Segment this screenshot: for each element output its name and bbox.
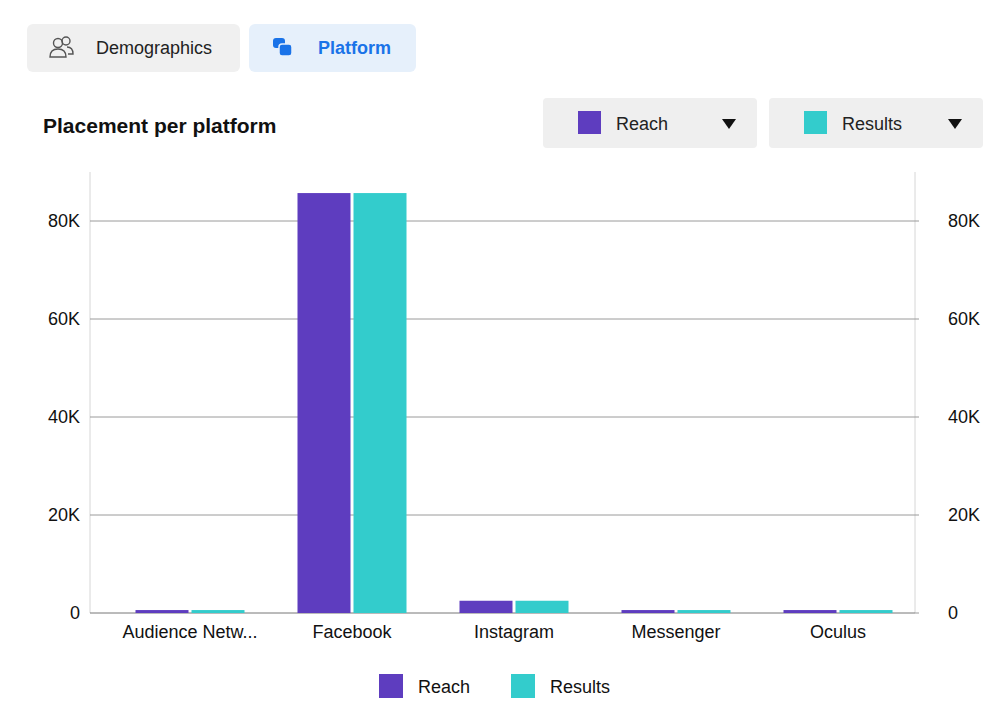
bar <box>298 193 351 613</box>
bar <box>678 610 731 613</box>
bar <box>354 193 407 613</box>
x-tick-label: Audience Netw... <box>122 622 257 642</box>
grid-line <box>90 515 915 516</box>
icon-body <box>50 49 66 57</box>
x-tick-label: Oculus <box>810 622 866 642</box>
y2-tick <box>915 613 919 614</box>
y2-tick <box>915 417 919 418</box>
icon-head <box>54 39 63 48</box>
dropdown-arrow <box>948 119 962 129</box>
dropdown-swatch <box>578 111 601 134</box>
dropdown-background <box>543 98 757 148</box>
dropdown-label: Reach <box>616 114 668 134</box>
grid-line <box>90 319 915 320</box>
series-dropdown[interactable]: Results <box>769 98 983 148</box>
legend-swatch <box>511 674 535 698</box>
y-axis-line <box>90 172 91 613</box>
bar <box>622 610 675 613</box>
tab-label: Platform <box>318 38 391 58</box>
y-tick-label: 20K <box>48 505 80 525</box>
legend: Reach Results <box>379 674 610 698</box>
bar <box>840 610 893 613</box>
bars <box>136 193 893 613</box>
dropdown-arrow <box>722 119 736 129</box>
dropdown-background <box>769 98 983 148</box>
y-tick-label: 80K <box>48 211 80 231</box>
chart-canvas: Demographics Platform Placement per platfo… <box>0 0 1000 716</box>
y2-tick-label: 80K <box>948 211 980 231</box>
y2-tick-label: 40K <box>948 407 980 427</box>
x-tick-label: Facebook <box>312 622 392 642</box>
legend-label: Results <box>550 677 610 697</box>
legend-swatch <box>379 674 403 698</box>
bar <box>136 610 189 613</box>
icon-body <box>67 47 73 54</box>
tab[interactable]: Demographics <box>27 24 240 72</box>
icon-square <box>279 44 292 56</box>
tab[interactable]: Platform <box>249 24 416 72</box>
bar <box>192 610 245 613</box>
bar <box>516 601 569 613</box>
bar <box>784 610 837 613</box>
y2-tick <box>915 221 919 222</box>
legend-label: Reach <box>418 677 470 697</box>
tab-label: Demographics <box>96 38 212 58</box>
grid-line <box>90 417 915 418</box>
series-dropdown[interactable]: Reach <box>543 98 757 148</box>
platform-icon <box>273 38 292 56</box>
y2-tick-label: 0 <box>948 603 958 623</box>
y-tick-label: 0 <box>70 603 80 623</box>
x-tick-label: Instagram <box>474 622 554 642</box>
y-tick-label: 40K <box>48 407 80 427</box>
y2-axis-line <box>915 172 916 613</box>
tab-background <box>249 24 416 72</box>
tab-background <box>27 24 240 72</box>
y-tick-label: 60K <box>48 309 80 329</box>
icon-head <box>62 37 70 45</box>
y2-tick <box>915 319 919 320</box>
dropdown-label: Results <box>842 114 902 134</box>
people-icon <box>50 37 73 57</box>
dropdown-swatch <box>804 111 827 134</box>
x-tick-label: Messenger <box>631 622 720 642</box>
grid-line <box>90 221 915 222</box>
bar <box>460 601 513 613</box>
y2-tick-label: 60K <box>948 309 980 329</box>
y2-tick <box>915 515 919 516</box>
chart-title: Placement per platform <box>43 114 276 137</box>
y2-tick-label: 20K <box>948 505 980 525</box>
